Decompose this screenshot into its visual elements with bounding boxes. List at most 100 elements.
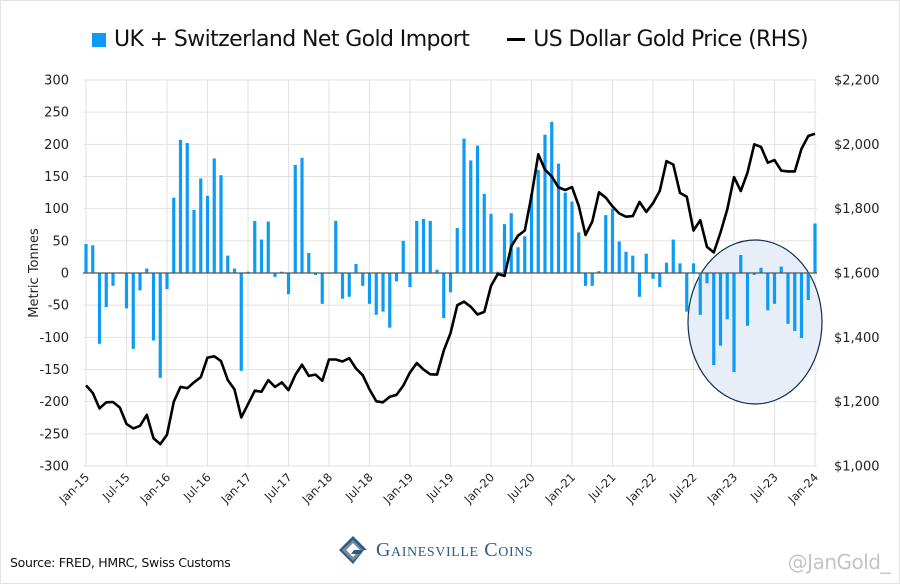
bar [394,273,399,282]
bar [185,143,189,273]
bar [158,273,162,378]
x-tick-label: Jul-18 [342,470,376,504]
legend-bar-label: UK + Switzerland Net Gold Import [113,27,470,52]
left-axis-ticks: 300 250 200 150 100 50 0 -50 -100 -150 -200 -250 -30… [39,74,69,475]
bar [712,273,716,365]
bar [340,273,345,299]
y-tick-label: 300 [44,74,69,89]
bar [91,245,95,273]
bar [671,239,675,273]
bar [799,273,804,338]
bar [388,273,392,328]
bar [415,220,419,273]
bar [266,221,270,273]
y-tick-label: -100 [39,331,69,346]
y-tick-label: -150 [39,363,69,378]
bar [516,247,520,273]
x-tick-label: Jan-17 [218,470,254,506]
x-tick-label: Jul-19 [423,470,457,504]
bar [361,273,365,286]
y-tick-label: 100 [44,202,69,217]
bar [219,175,223,273]
x-tick-label: Jan-19 [380,470,416,506]
bar [550,121,554,273]
bar [84,244,88,273]
x-tick-label: Jul-23 [747,470,781,504]
bar [624,251,628,273]
bar [752,273,756,275]
bar [617,241,621,273]
bar [685,273,689,312]
bar [772,273,777,304]
bar [664,262,669,273]
bar [205,195,210,273]
bar [226,255,230,273]
source-note: Source: FRED, HMRC, Swiss Customs [10,555,231,570]
x-tick-label: Jan-15 [56,470,92,506]
bar [253,220,257,273]
bar [320,273,324,304]
bar [408,273,412,288]
bar [509,213,513,273]
bar [259,239,264,273]
bar [273,273,277,277]
bar [793,273,797,331]
x-tick-label: Jan-18 [299,470,335,506]
bar [678,263,682,273]
bar [111,273,115,286]
bar [705,273,709,284]
bar [577,232,581,273]
y-tick-label: -300 [39,460,69,475]
legend-item-net-gold-import: UK + Switzerland Net Gold Import [91,27,470,52]
bar [374,273,378,315]
bar [475,145,480,273]
y-tick-label: -200 [39,395,69,410]
x-tick-label: Jan-21 [542,470,578,506]
x-tick-label: Jul-22 [666,470,700,504]
bar [199,178,203,273]
bar [691,263,696,273]
bar [469,160,473,273]
bar [124,273,129,309]
bar [151,273,156,341]
bar [307,253,311,273]
bar [698,273,702,315]
x-tick-label: Jul-15 [99,470,133,504]
bar [442,273,446,319]
bar [192,209,196,273]
bar [489,213,493,273]
bar [570,201,574,273]
bar [145,268,149,273]
y-tick-label: 0 [61,267,69,282]
line-series [85,132,816,446]
bar [502,224,507,273]
bar [104,273,108,308]
legend-item-gold-price: US Dollar Gold Price (RHS) [507,27,809,52]
bar [482,193,486,273]
bar [293,164,297,273]
bar [165,273,169,290]
bar [732,273,736,373]
bar [401,240,405,273]
bar [286,273,291,295]
bar [97,273,102,344]
gainesville-logo-icon [339,536,367,564]
bar [455,227,459,273]
bar [590,273,594,286]
y2-tick-label: $2,200 [834,74,880,89]
bar [563,192,567,273]
bar [239,273,243,371]
bar [718,273,723,346]
bar [556,163,561,273]
bar [739,254,743,273]
bar [462,138,466,273]
bar [172,197,176,273]
bar [313,273,318,275]
bar [131,273,135,349]
bar [779,266,783,273]
x-tick-label: Jul-16 [180,470,214,504]
bar [766,273,770,311]
x-tick-label: Jan-24 [785,470,821,506]
bar [745,273,750,326]
